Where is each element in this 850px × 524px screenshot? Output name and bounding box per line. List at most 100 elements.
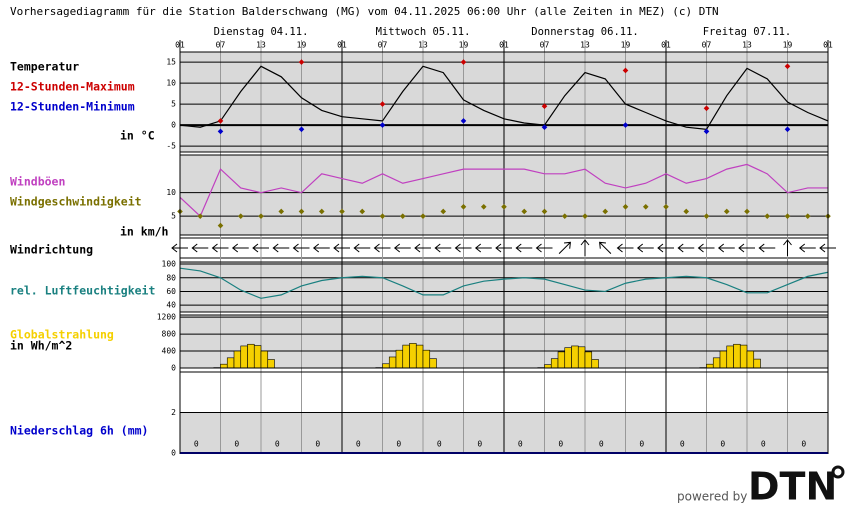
wind-arrow <box>231 243 249 253</box>
bar <box>220 363 228 369</box>
unit-label: in °C <box>120 129 155 143</box>
wind-arrow <box>191 243 209 253</box>
point <box>278 208 285 215</box>
point <box>298 59 305 65</box>
wind-arrow <box>580 239 590 256</box>
wind-arrow <box>819 243 836 253</box>
wind-arrow <box>798 243 816 253</box>
powered-by: powered by <box>677 490 747 504</box>
hour-tick-label: 07 <box>540 41 550 50</box>
y-tick-label: 10 <box>166 79 176 88</box>
bar <box>726 345 734 369</box>
panel-frame <box>179 314 829 369</box>
point <box>318 208 325 215</box>
hour-tick-label: 01 <box>661 41 671 50</box>
hour-tick-label: 13 <box>256 41 266 50</box>
point <box>298 126 305 133</box>
data-label: 0 <box>801 440 806 449</box>
data-label: 0 <box>437 440 442 449</box>
bar <box>706 363 714 369</box>
point <box>460 203 467 210</box>
point <box>379 122 386 128</box>
day-label: Mittwoch 05.11. <box>376 26 471 38</box>
data-label: 0 <box>720 440 725 449</box>
bar <box>591 359 599 369</box>
hour-tick-label: 01 <box>175 41 185 50</box>
data-label: 0 <box>275 440 280 449</box>
point <box>602 208 609 215</box>
point <box>217 222 224 229</box>
panel-frame <box>179 261 829 313</box>
point <box>359 208 366 215</box>
wind-arrow <box>515 243 533 253</box>
bar <box>753 358 761 369</box>
bar <box>253 345 262 369</box>
series-label: Temperatur <box>10 60 79 74</box>
bar <box>733 343 741 369</box>
hour-tick-label: 07 <box>378 41 388 50</box>
panel-frame <box>179 371 829 454</box>
y-tick-label: 1200 <box>157 313 176 322</box>
bar <box>240 345 248 369</box>
point <box>541 124 548 131</box>
wind-arrow <box>211 243 229 253</box>
wind-arrow <box>373 243 391 253</box>
point <box>521 208 528 215</box>
point <box>258 213 264 219</box>
point <box>582 213 588 219</box>
point <box>541 103 548 110</box>
day-label: Dienstag 04.11. <box>214 26 309 38</box>
bar <box>415 344 424 369</box>
bar <box>712 357 721 369</box>
series-label: Windgeschwindigkeit <box>10 195 142 209</box>
data-label: 0 <box>477 440 482 449</box>
title: Vorhersagediagramm für die Station Balde… <box>10 5 719 18</box>
series-line <box>179 267 829 299</box>
point <box>460 59 467 65</box>
point <box>622 67 629 74</box>
data-label: 0 <box>194 440 199 449</box>
hour-tick-label: 07 <box>216 41 226 50</box>
bar <box>402 344 410 369</box>
panel-frame <box>179 154 829 236</box>
hour-tick-label: 19 <box>459 41 469 50</box>
bar <box>577 346 586 369</box>
point <box>703 105 710 112</box>
data-label: 0 <box>518 440 523 449</box>
point <box>703 213 710 219</box>
y-tick-label: 80 <box>166 273 176 282</box>
bar <box>226 357 235 369</box>
point <box>460 118 467 124</box>
logo: DTN <box>748 465 837 509</box>
wind-arrow <box>697 243 715 253</box>
wind-arrow <box>558 241 571 255</box>
point <box>683 208 690 215</box>
series-label: 12-Stunden-Minimum <box>10 100 135 114</box>
bar <box>260 350 269 369</box>
logo-dot <box>831 465 845 479</box>
wind-arrow <box>312 243 330 253</box>
bar <box>422 349 431 369</box>
wind-arrow <box>783 239 792 256</box>
unit-label: in Wh/m^2 <box>10 339 72 353</box>
wind-arrow <box>738 243 755 253</box>
wind-arrow <box>353 243 371 253</box>
y-tick-label: 0 <box>171 121 176 130</box>
y-tick-label: 40 <box>166 301 176 310</box>
wind-arrow <box>393 243 411 253</box>
series-label: rel. Luftfeuchtigkeit <box>10 284 155 298</box>
wind-arrow <box>717 243 735 253</box>
point <box>723 208 730 215</box>
wind-arrow <box>292 243 310 253</box>
hour-tick-label: 01 <box>499 41 509 50</box>
point <box>420 213 426 219</box>
series-label: Globalstrahlung <box>10 328 114 342</box>
data-label: 0 <box>761 440 766 449</box>
data-label: 0 <box>234 440 239 449</box>
data-label: 0 <box>356 440 361 449</box>
panel-frame <box>179 51 829 153</box>
point <box>440 208 447 215</box>
data-label: 0 <box>680 440 685 449</box>
bar <box>395 349 404 369</box>
